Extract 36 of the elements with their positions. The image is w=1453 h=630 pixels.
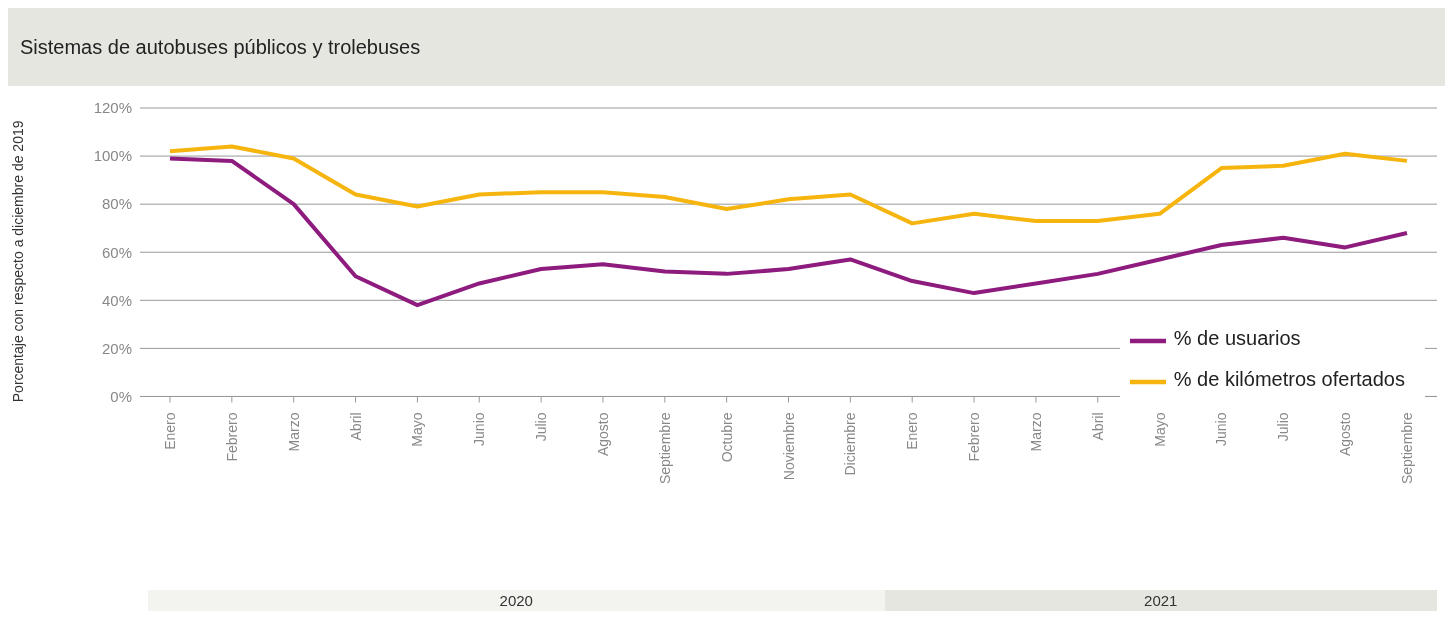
x-tick-label: Mayo	[1151, 412, 1168, 447]
x-tick-label: Diciembre	[842, 412, 859, 476]
x-tick-label: Marzo	[285, 412, 302, 452]
y-tick-label: 60%	[101, 243, 132, 261]
x-tick-label: Enero	[904, 412, 921, 450]
x-tick-label: Abril	[1089, 412, 1106, 441]
y-tick-label: 100%	[93, 147, 132, 165]
x-tick-label: Marzo	[1027, 412, 1044, 452]
x-tick-label: Enero	[162, 412, 178, 450]
text: 2020	[148, 590, 885, 611]
x-tick-label: Agosto	[594, 412, 611, 457]
x-tick-label: Junio	[471, 412, 488, 446]
legend-label: % de usuarios	[1173, 327, 1301, 349]
y-tick-label: 0%	[110, 387, 132, 405]
y-tick-label: 20%	[101, 339, 132, 357]
x-tick-label: Agosto	[1337, 412, 1354, 457]
chart-title: Sistemas de autobuses públicos y trolebuses	[8, 8, 1445, 86]
x-tick-label: Julio	[1275, 412, 1292, 442]
x-tick-label: Octubre	[718, 412, 735, 463]
x-tick-label: Septiembre	[656, 412, 673, 485]
x-tick-label: Abril	[347, 412, 364, 441]
legend-label: % de kilómetros ofertados	[1173, 367, 1405, 390]
x-tick-label: Septiembre	[1399, 412, 1415, 485]
x-tick-label: Febrero	[223, 412, 240, 462]
x-tick-label: Noviembre	[780, 412, 797, 481]
y-tick-label: 40%	[101, 291, 132, 309]
y-tick-label: 120%	[93, 99, 132, 117]
y-tick-label: 80%	[101, 195, 132, 213]
x-tick-label: Febrero	[966, 412, 983, 462]
x-tick-label: Julio	[533, 412, 550, 442]
x-tick-label: Mayo	[409, 412, 426, 447]
y-axis-title: Porcentaje con respecto a diciembre de 2019	[9, 120, 26, 403]
x-tick-label: Junio	[1213, 412, 1230, 446]
line-series	[168, 156, 1409, 308]
text: 2021	[884, 590, 1437, 611]
line-series	[168, 144, 1409, 226]
